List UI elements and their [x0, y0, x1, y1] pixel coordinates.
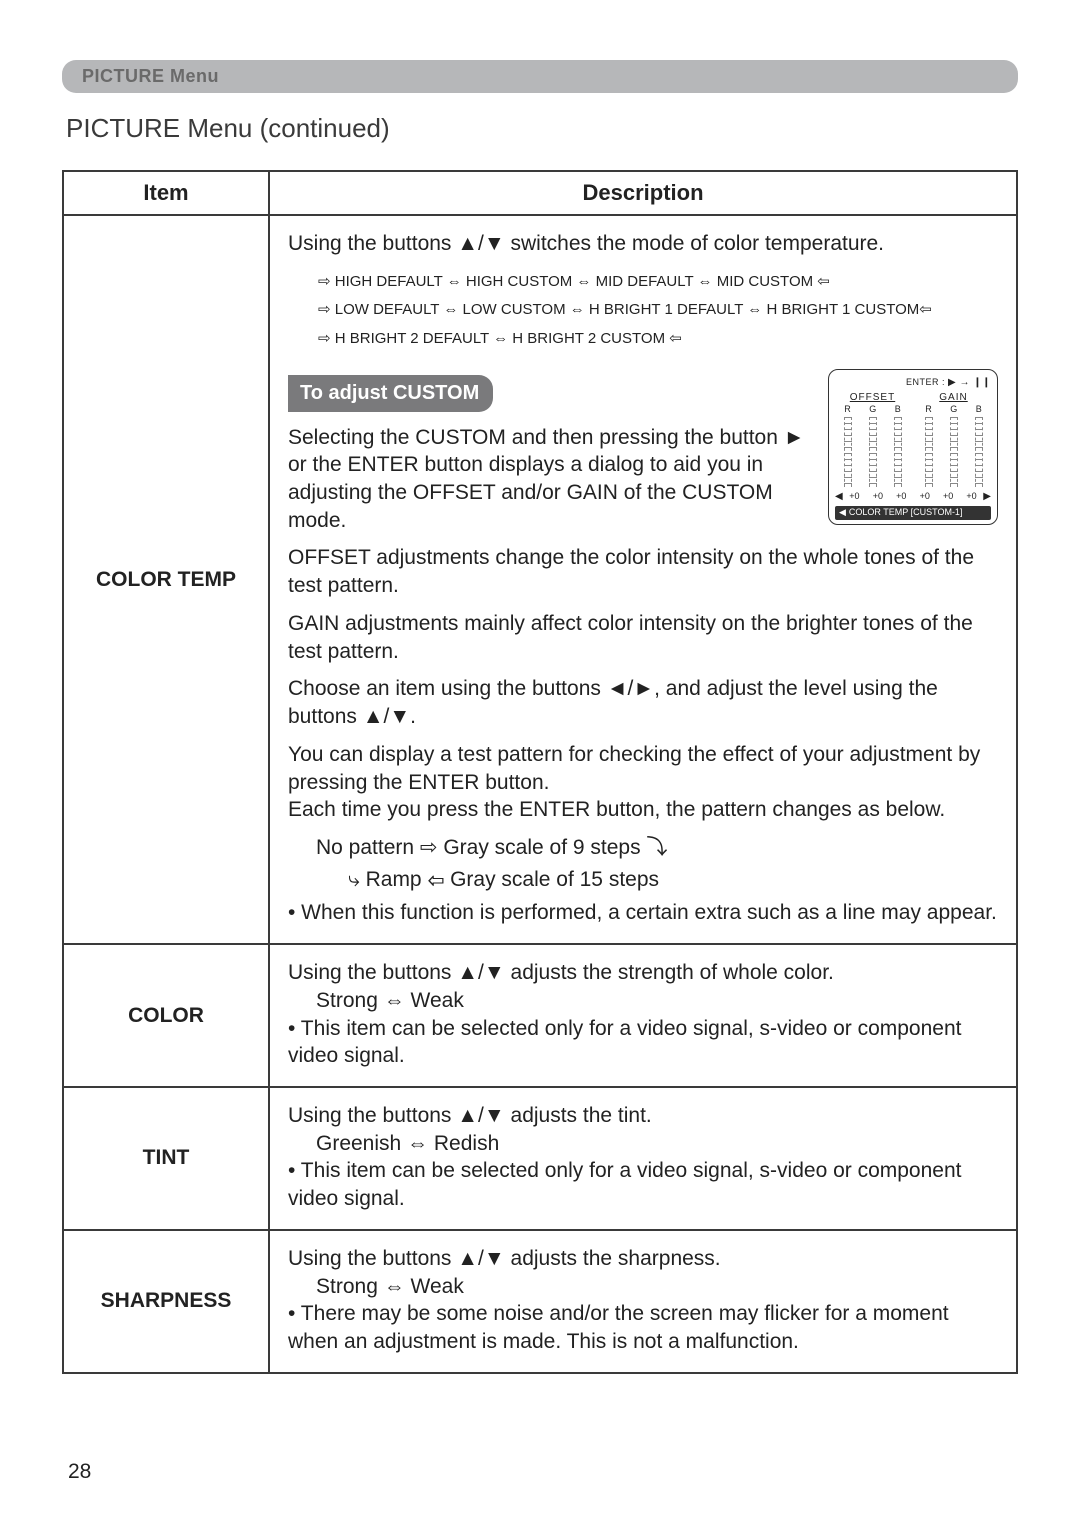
item-color-temp: COLOR TEMP: [63, 215, 269, 944]
dialog-ch-r2: R: [925, 404, 932, 416]
row-sharpness: SHARPNESS Using the buttons ▲/▼ adjusts …: [63, 1230, 1017, 1373]
color-note: • This item can be selected only for a v…: [288, 1015, 998, 1070]
color-temp-intro: Using the buttons ▲/▼ switches the mode …: [288, 230, 998, 258]
row-color: COLOR Using the buttons ▲/▼ adjusts the …: [63, 944, 1017, 1087]
sharpness-note: • There may be some noise and/or the scr…: [288, 1300, 998, 1355]
tint-line1: Using the buttons ▲/▼ adjusts the tint.: [288, 1102, 998, 1130]
dialog-ch-b: B: [895, 404, 901, 416]
page-number: 28: [68, 1460, 91, 1484]
subheader-adjust-custom: To adjust CUSTOM: [288, 375, 493, 411]
color-temp-p3: GAIN adjustments mainly affect color int…: [288, 610, 998, 665]
color-line1: Using the buttons ▲/▼ adjusts the streng…: [288, 959, 998, 987]
tint-note: • This item can be selected only for a v…: [288, 1157, 998, 1212]
color-temp-p2: OFFSET adjustments change the color inte…: [288, 544, 998, 599]
dialog-ch-b2: B: [976, 404, 982, 416]
color-temp-note: • When this function is performed, a cer…: [288, 899, 998, 927]
pattern-line-1: No pattern ⇨ Gray scale of 9 steps ⤵: [288, 834, 998, 862]
pattern-line-2: ⤷ Ramp ⇦ Gray scale of 15 steps: [288, 866, 998, 894]
dialog-val-2: +0: [873, 491, 883, 503]
menu-table: Item Description COLOR TEMP Using the bu…: [62, 170, 1018, 1374]
dialog-val-6: +0: [966, 491, 976, 503]
dialog-ch-g: G: [869, 404, 876, 416]
modes-line-3: ⇨ H BRIGHT 2 DEFAULT ⇔ H BRIGHT 2 CUSTOM…: [318, 325, 998, 354]
dialog-val-1: +0: [849, 491, 859, 503]
col-item-header: Item: [63, 171, 269, 215]
modes-line-1: ⇨ HIGH DEFAULT ⇔ HIGH CUSTOM ⇔ MID DEFAU…: [318, 268, 998, 297]
dialog-enter-label: ENTER :: [906, 377, 945, 387]
color-temp-modes: ⇨ HIGH DEFAULT ⇔ HIGH CUSTOM ⇔ MID DEFAU…: [288, 268, 998, 354]
dialog-caption: COLOR TEMP [CUSTOM-1]: [849, 507, 963, 519]
play-icon: ▶ → ❙❙: [948, 377, 991, 388]
right-tri-icon: ▶: [983, 490, 991, 503]
modes-line-2: ⇨ LOW DEFAULT ⇔ LOW CUSTOM ⇔ H BRIGHT 1 …: [318, 296, 998, 325]
item-color: COLOR: [63, 944, 269, 1087]
tint-line2: Greenish ⇔ Redish: [288, 1130, 998, 1158]
color-line2: Strong ⇔ Weak: [288, 987, 998, 1015]
color-temp-p4: Choose an item using the buttons ◄/►, an…: [288, 675, 998, 730]
col-desc-header: Description: [269, 171, 1017, 215]
row-color-temp: COLOR TEMP Using the buttons ▲/▼ switche…: [63, 215, 1017, 944]
breadcrumb-bar: PICTURE Menu: [62, 60, 1018, 93]
color-temp-p5: You can display a test pattern for check…: [288, 741, 998, 824]
item-sharpness: SHARPNESS: [63, 1230, 269, 1373]
item-tint: TINT: [63, 1087, 269, 1230]
page-title: PICTURE Menu (continued): [66, 113, 1018, 144]
color-temp-dialog: ENTER : ▶ → ❙❙ OFFSET R G B: [828, 369, 998, 525]
dialog-val-3: +0: [896, 491, 906, 503]
row-tint: TINT Using the buttons ▲/▼ adjusts the t…: [63, 1087, 1017, 1230]
sharpness-line2: Strong ⇔ Weak: [288, 1273, 998, 1301]
dialog-ch-r: R: [844, 404, 851, 416]
caption-tri-icon: ◀: [839, 507, 846, 519]
breadcrumb: PICTURE Menu: [82, 66, 219, 86]
dialog-val-4: +0: [920, 491, 930, 503]
sharpness-line1: Using the buttons ▲/▼ adjusts the sharpn…: [288, 1245, 998, 1273]
dialog-ch-g2: G: [950, 404, 957, 416]
left-tri-icon: ◀: [835, 490, 843, 503]
dialog-val-5: +0: [943, 491, 953, 503]
